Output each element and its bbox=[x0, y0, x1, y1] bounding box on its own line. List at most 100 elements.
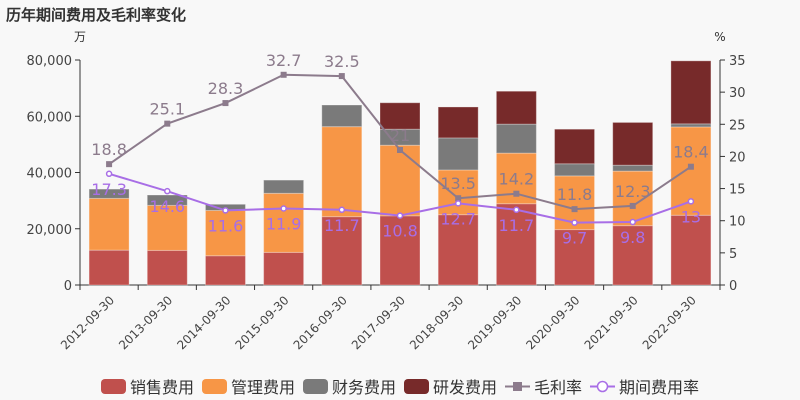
legend-item[interactable]: 销售费用 bbox=[100, 374, 194, 398]
x-tick-label: 2020-09-30 bbox=[523, 293, 582, 352]
legend-label: 财务费用 bbox=[331, 378, 396, 397]
data-label: 9.8 bbox=[620, 228, 645, 247]
legend-item[interactable]: 毛利率 bbox=[505, 374, 582, 398]
legend-swatch bbox=[100, 378, 126, 394]
data-label: 14.6 bbox=[149, 197, 185, 216]
x-tick-label: 2016-09-30 bbox=[291, 293, 350, 352]
bar-0[interactable] bbox=[88, 249, 130, 286]
margin-point bbox=[106, 161, 113, 168]
x-tick-label: 2018-09-30 bbox=[407, 293, 466, 352]
bar-2[interactable] bbox=[495, 123, 537, 154]
bar-0[interactable] bbox=[670, 214, 712, 286]
bar-0[interactable] bbox=[612, 225, 654, 286]
legend-item[interactable]: 管理费用 bbox=[201, 374, 295, 398]
data-label: 21 bbox=[390, 126, 410, 145]
bar-0[interactable] bbox=[554, 229, 596, 286]
bar-3[interactable] bbox=[379, 102, 421, 130]
bar-3[interactable] bbox=[670, 60, 712, 125]
left-tick-label: 20,000 bbox=[27, 223, 73, 238]
data-label: 11.9 bbox=[266, 215, 302, 234]
expense-rate-point bbox=[454, 200, 462, 207]
bar-0[interactable] bbox=[146, 249, 188, 286]
x-tick-label: 2014-09-30 bbox=[174, 293, 233, 352]
right-tick-label: 5 bbox=[729, 247, 737, 262]
data-label: 9.7 bbox=[562, 229, 587, 248]
chart-title: 历年期间费用及毛利率变化 bbox=[6, 6, 187, 24]
x-tick-label: 2019-09-30 bbox=[465, 293, 524, 352]
data-label: 18.8 bbox=[91, 140, 127, 159]
right-tick-label: 15 bbox=[729, 183, 746, 198]
x-tick-label: 2015-09-30 bbox=[232, 293, 291, 352]
data-label: 11.7 bbox=[499, 216, 535, 235]
margin-point bbox=[397, 147, 403, 153]
x-tick-label: 2022-09-30 bbox=[640, 293, 699, 352]
margin-point bbox=[687, 163, 694, 170]
left-tick-label: 0 bbox=[64, 279, 72, 294]
left-tick-label: 60,000 bbox=[27, 110, 73, 125]
bar-0[interactable] bbox=[495, 203, 537, 286]
data-label: 10.8 bbox=[382, 222, 418, 241]
data-label: 12.7 bbox=[440, 209, 476, 228]
legend-item[interactable]: 研发费用 bbox=[404, 374, 497, 398]
bar-2[interactable] bbox=[321, 104, 363, 128]
bar-1[interactable] bbox=[146, 204, 188, 251]
legend-label: 管理费用 bbox=[230, 378, 295, 397]
expense-rate-point bbox=[687, 198, 695, 205]
bar-0[interactable] bbox=[263, 251, 305, 286]
bar-2[interactable] bbox=[146, 194, 188, 206]
data-label: 18.4 bbox=[673, 143, 709, 162]
bar-2[interactable] bbox=[437, 137, 479, 171]
bar-0[interactable] bbox=[204, 255, 246, 286]
legend: 销售费用 管理费用 财务费用 研发费用 毛利率 期间费用率 bbox=[0, 374, 800, 398]
margin-point bbox=[629, 202, 636, 209]
data-label: 13.5 bbox=[440, 174, 476, 193]
bar-3[interactable] bbox=[437, 106, 479, 139]
bar-1[interactable] bbox=[379, 144, 421, 217]
left-tick-label: 40,000 bbox=[27, 167, 73, 182]
legend-label: 研发费用 bbox=[433, 378, 498, 397]
legend-label: 销售费用 bbox=[129, 378, 194, 397]
bar-2[interactable] bbox=[88, 188, 130, 199]
x-tick-label: 2017-09-30 bbox=[349, 293, 408, 352]
data-label: 32.7 bbox=[266, 51, 302, 70]
expense-rate-point bbox=[629, 218, 636, 226]
legend-swatch bbox=[404, 378, 429, 394]
expense-rate-point bbox=[105, 170, 113, 178]
expense-rate-point bbox=[571, 219, 578, 226]
right-tick-label: 10 bbox=[729, 215, 746, 230]
legend-item[interactable]: 期间费用率 bbox=[590, 374, 699, 398]
margin-point bbox=[338, 73, 345, 80]
x-tick-label: 2021-09-30 bbox=[582, 293, 641, 352]
legend-item[interactable]: 财务费用 bbox=[302, 374, 396, 398]
margin-point bbox=[222, 100, 229, 107]
bar-3[interactable] bbox=[612, 121, 654, 166]
right-tick-label: 30 bbox=[729, 86, 746, 101]
legend-label: 毛利率 bbox=[534, 378, 583, 397]
expense-rate-point bbox=[164, 187, 171, 195]
legend-circle-marker-icon bbox=[590, 380, 616, 392]
right-tick-label: 20 bbox=[729, 150, 746, 165]
expense-rate-point bbox=[513, 206, 520, 214]
bar-3[interactable] bbox=[495, 90, 537, 125]
expense-rate-point bbox=[280, 205, 287, 212]
bar-2[interactable] bbox=[554, 163, 596, 177]
data-label: 25.1 bbox=[149, 100, 185, 119]
expense-rate-point bbox=[338, 206, 346, 214]
legend-swatch bbox=[302, 378, 328, 394]
bar-0[interactable] bbox=[437, 214, 479, 286]
margin-point bbox=[455, 195, 462, 202]
data-label: 14.2 bbox=[499, 170, 535, 189]
margin-point bbox=[280, 71, 287, 78]
data-label: 11.7 bbox=[324, 216, 360, 235]
data-label: 11.6 bbox=[208, 216, 244, 235]
bar-2[interactable] bbox=[612, 164, 654, 172]
bar-3[interactable] bbox=[554, 128, 596, 165]
bar-2[interactable] bbox=[263, 179, 305, 194]
bar-1[interactable] bbox=[321, 126, 363, 218]
left-axis-unit: 万 bbox=[74, 30, 86, 44]
data-label: 12.3 bbox=[615, 182, 651, 201]
bar-1[interactable] bbox=[88, 197, 130, 251]
margin-point bbox=[164, 120, 171, 127]
left-tick-label: 80,000 bbox=[27, 54, 73, 69]
